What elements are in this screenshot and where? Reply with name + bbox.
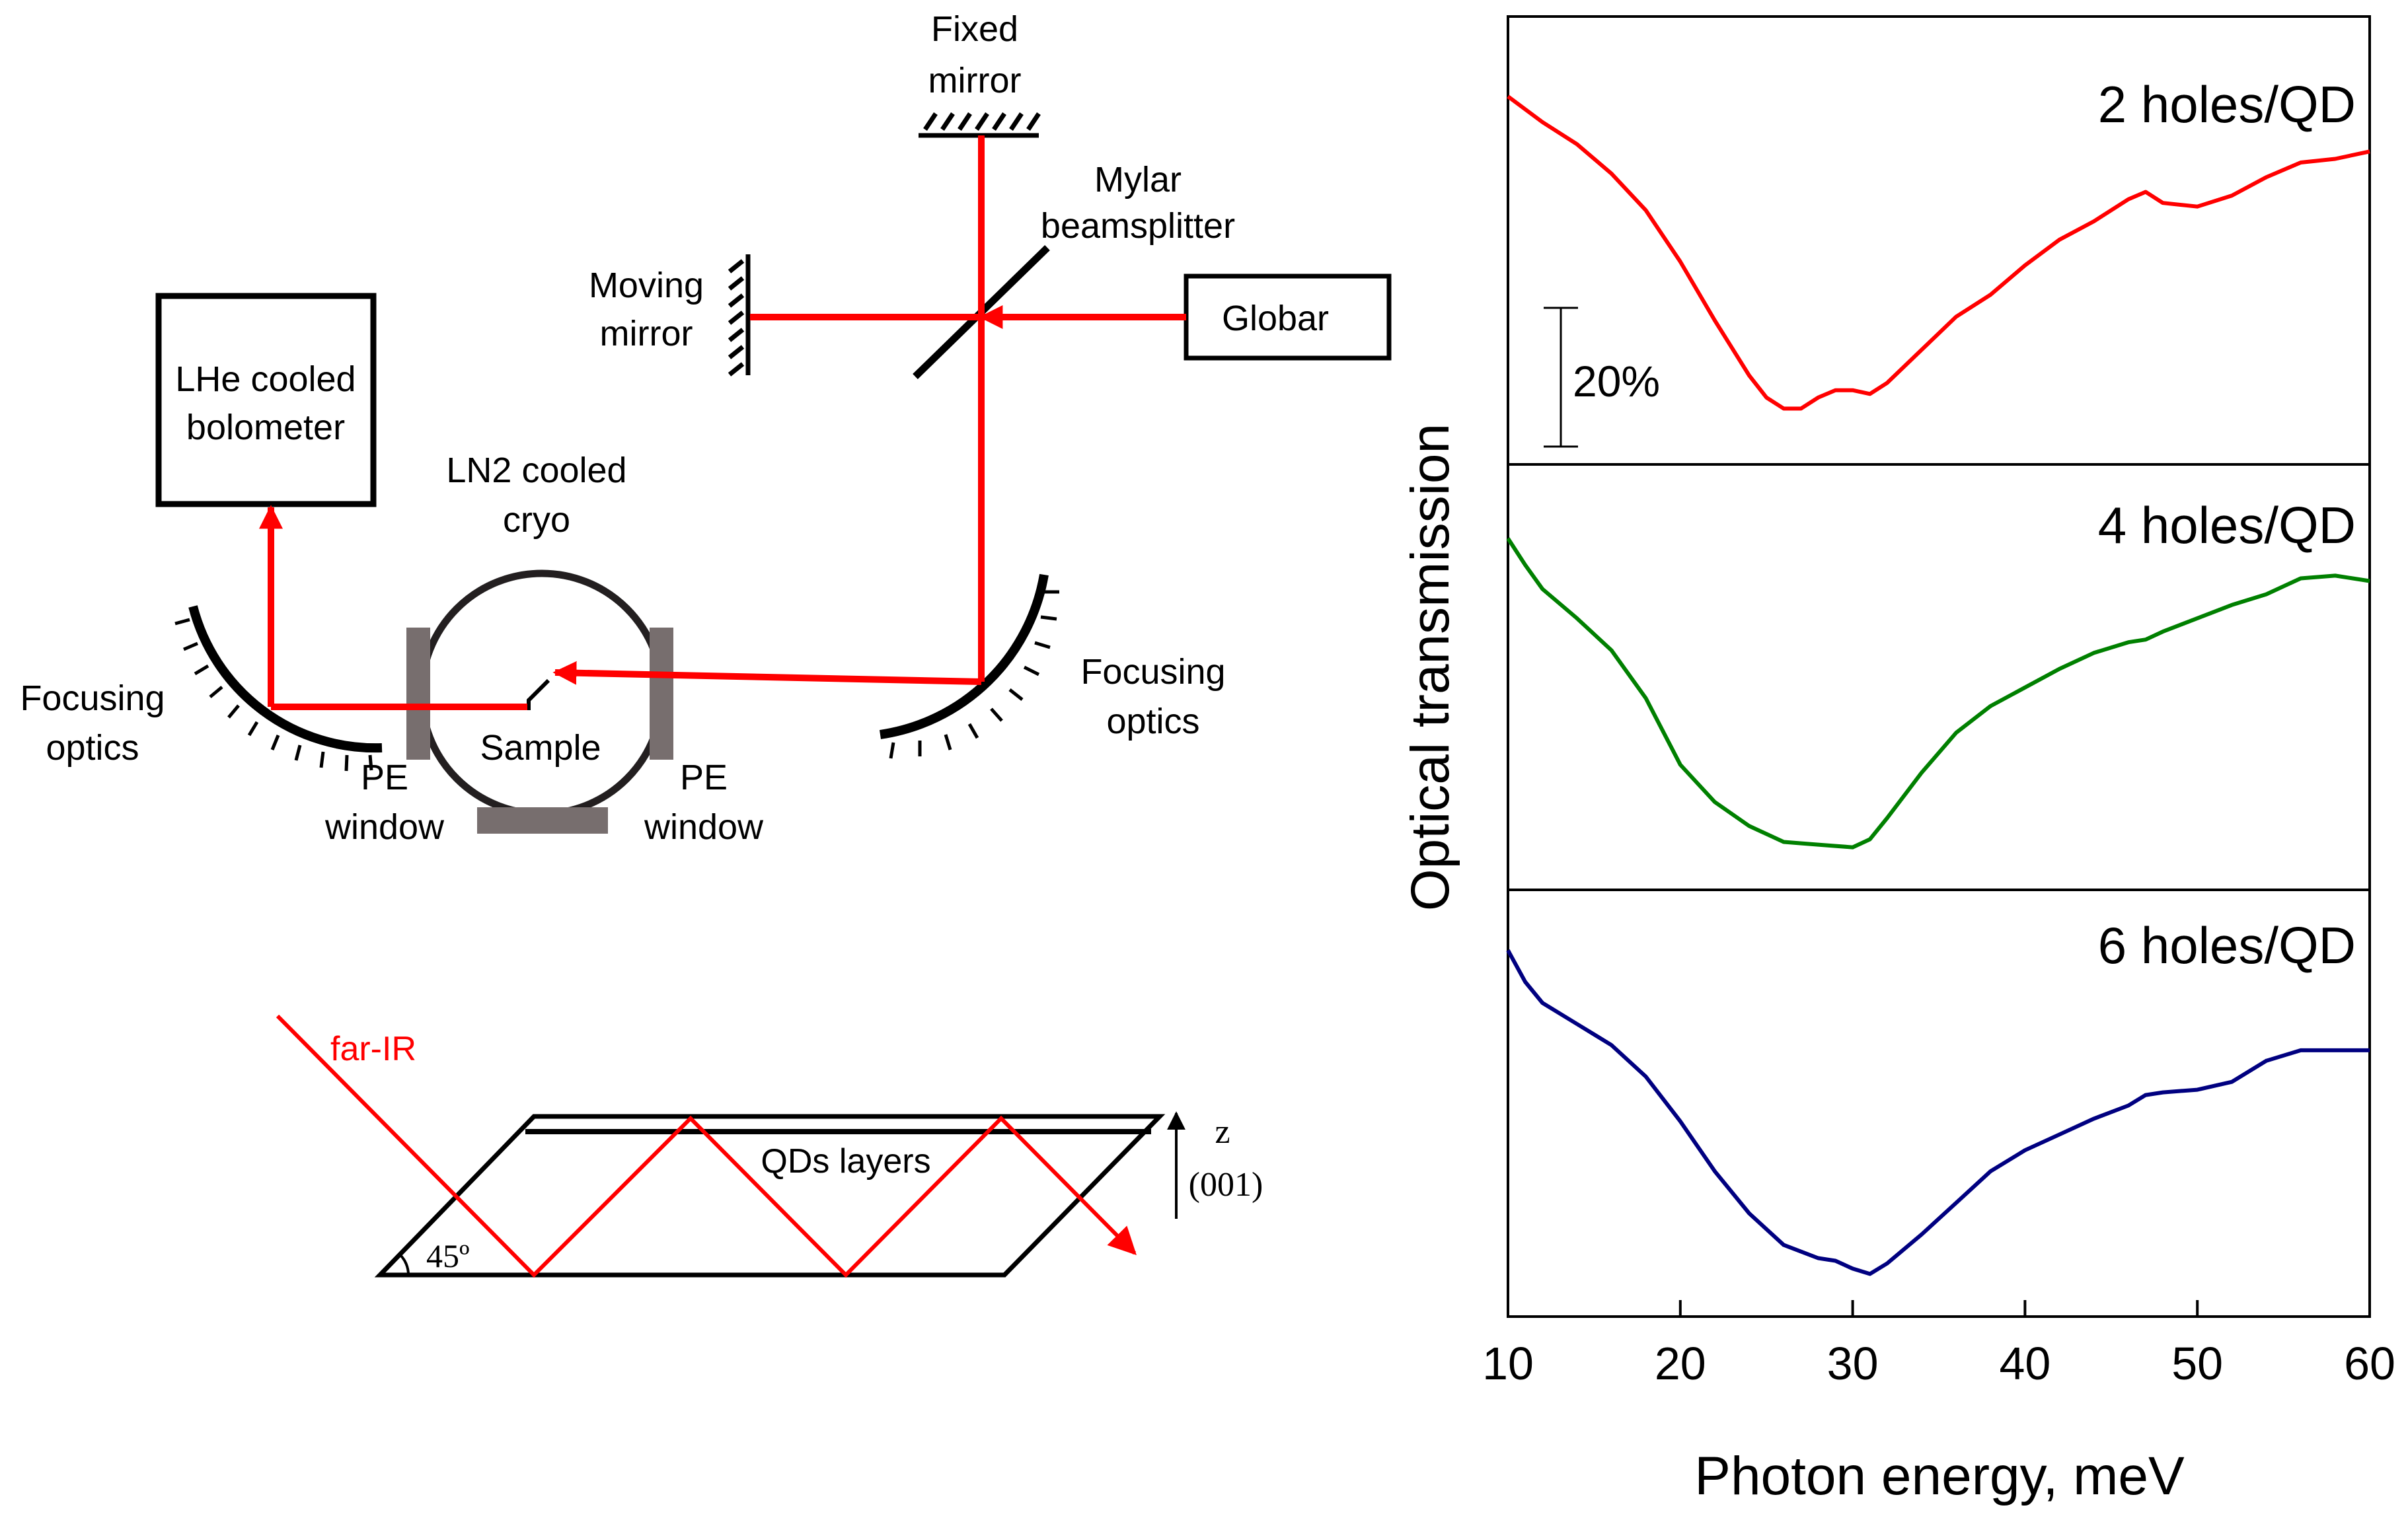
- sample-label: Sample: [480, 728, 601, 768]
- x-tick-label: 30: [1827, 1338, 1879, 1389]
- beam-path: [259, 135, 1186, 710]
- moving-mirror-label-1: Moving: [589, 266, 704, 305]
- y-axis-label: Optical transmission: [1400, 423, 1460, 911]
- cryostat-label-1: LN2 cooled: [446, 451, 626, 490]
- x-tick-label: 60: [2344, 1338, 2395, 1389]
- z-axis-label: z: [1215, 1113, 1230, 1151]
- beam-mirror-to-sample: [552, 661, 982, 685]
- panel-label-4-holes: 4 holes/QD: [2098, 496, 2356, 554]
- x-tick-label: 20: [1655, 1338, 1706, 1389]
- scale-bar: [1544, 307, 1578, 448]
- angle-arc: [398, 1253, 410, 1276]
- left-optics-label-1: Focusing: [20, 678, 165, 718]
- waveguide-diagram: QDs layers 45º far-IR z (001): [276, 1014, 1263, 1278]
- globar-source: [1184, 273, 1392, 361]
- scale-bar-label: 20%: [1573, 357, 1660, 406]
- x-axis-label: Photon energy, meV: [1694, 1446, 2185, 1506]
- right-optics-label-1: Focusing: [1080, 652, 1225, 692]
- series-line-3: [1506, 949, 2370, 1276]
- fixed-mirror-label-2: mirror: [928, 61, 1022, 100]
- waveguide-sample: [374, 1114, 1166, 1278]
- transmission-chart: 2 holes/QD 4 holes/QD 6 holes/QD 20% 10 2…: [1400, 15, 2395, 1506]
- beamsplitter-label-1: Mylar: [1094, 160, 1182, 200]
- x-tick-label: 10: [1482, 1338, 1534, 1389]
- panel-label-6-holes: 6 holes/QD: [2098, 916, 2356, 974]
- detector-label-1: LHe cooled: [175, 359, 356, 399]
- x-tick-label: 40: [1999, 1338, 2051, 1389]
- moving-mirror: [728, 254, 751, 377]
- far-ir-beam: [276, 1014, 1137, 1278]
- right-focusing-mirror: [879, 573, 1059, 759]
- qd-layers-label: QDs layers: [761, 1142, 930, 1181]
- chart-series: [1506, 94, 2370, 1276]
- fixed-mirror: [919, 112, 1041, 138]
- cryostat-left-window: [406, 628, 430, 760]
- globar-label: Globar: [1222, 299, 1329, 338]
- cryostat-body: [418, 569, 666, 818]
- left-optics-label-2: optics: [46, 728, 139, 768]
- chart-frame: [1507, 15, 2371, 1318]
- bolometer-detector: [155, 293, 377, 507]
- series-line-1: [1507, 94, 2370, 411]
- fixed-mirror-label-1: Fixed: [931, 9, 1018, 49]
- x-tick-label: 50: [2171, 1338, 2223, 1389]
- right-optics-label-2: optics: [1106, 702, 1199, 741]
- beamsplitter-label-2: beamsplitter: [1041, 206, 1235, 246]
- cryostat-bottom-window: [477, 807, 608, 834]
- chart-x-ticks: 10 20 30 40 50 60: [1482, 1300, 2395, 1389]
- sample: [527, 678, 550, 710]
- left-window-label-2: window: [324, 807, 445, 847]
- left-focusing-mirror: [174, 605, 383, 772]
- series-line-2: [1506, 537, 2370, 850]
- direction-label: (001): [1189, 1166, 1263, 1204]
- right-window-label-2: window: [644, 807, 764, 847]
- cryostat-label-2: cryo: [503, 500, 570, 540]
- moving-mirror-label-2: mirror: [600, 314, 693, 353]
- right-window-label-1: PE: [680, 758, 728, 797]
- left-window-label-1: PE: [361, 758, 408, 797]
- far-ir-label: far-IR: [330, 1030, 416, 1068]
- ftir-setup-diagram: Fixed mirror Moving mirror Mylar beamspl…: [20, 9, 1392, 847]
- panel-label-2-holes: 2 holes/QD: [2098, 75, 2356, 133]
- cryostat-right-window: [650, 628, 673, 760]
- angle-label: 45º: [426, 1237, 470, 1274]
- detector-label-2: bolometer: [186, 408, 345, 447]
